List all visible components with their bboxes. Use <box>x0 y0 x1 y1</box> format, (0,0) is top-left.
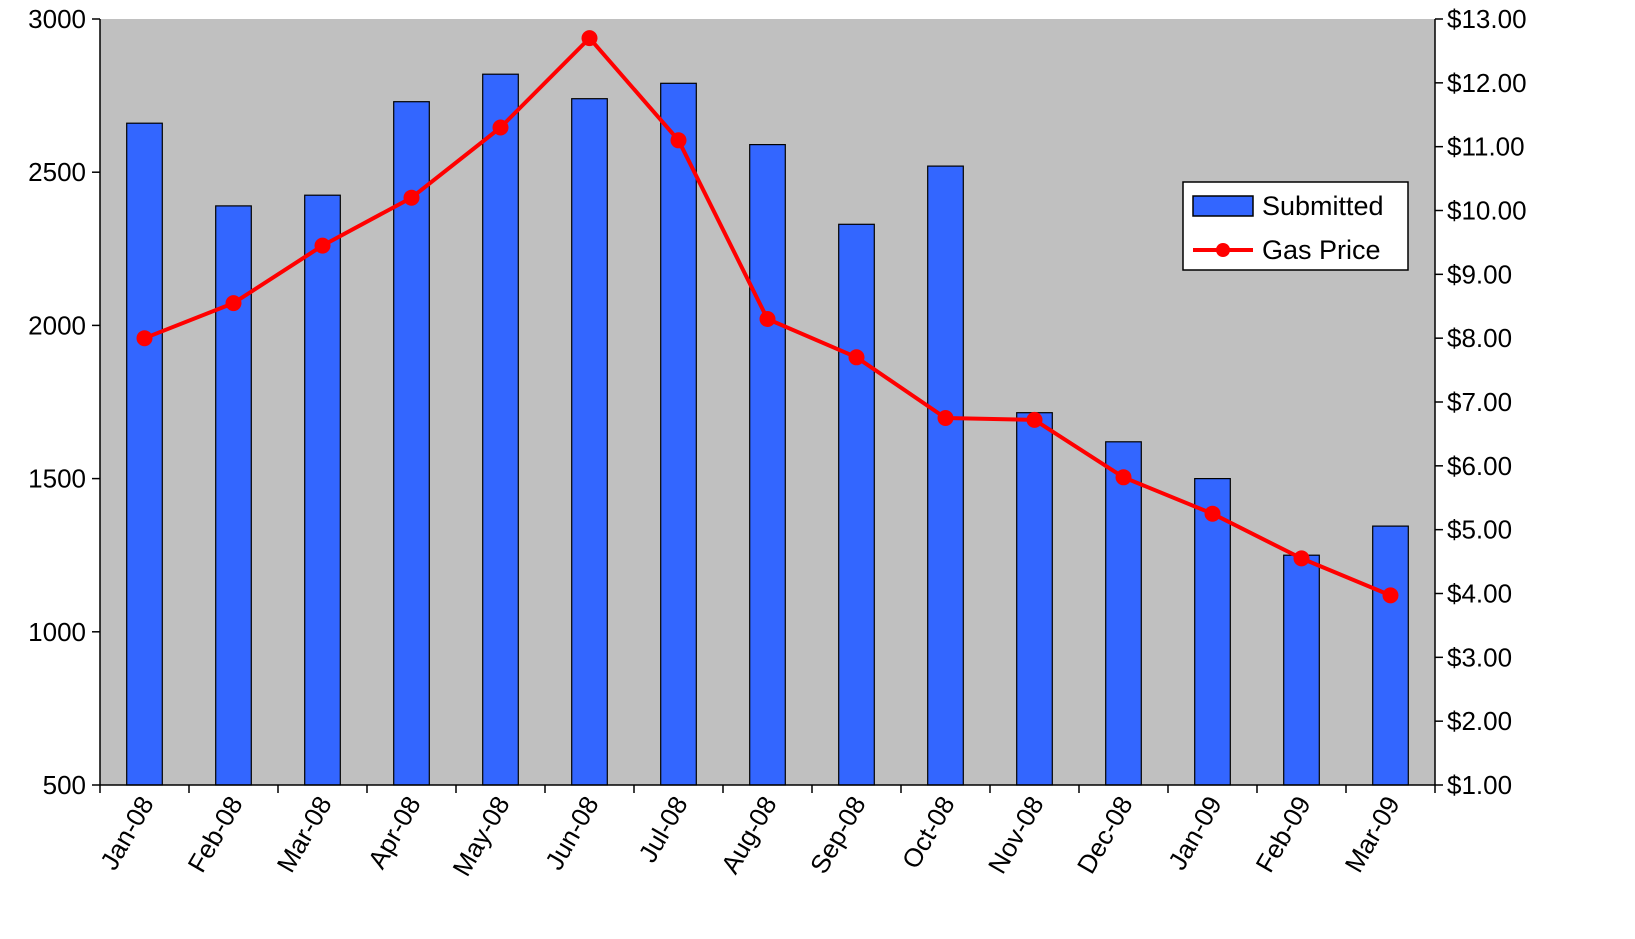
line-series-gas-price <box>136 30 1399 604</box>
x-tick-label-apr-08: Apr-08 <box>362 791 427 874</box>
x-tick-label-nov-08: Nov-08 <box>982 791 1050 879</box>
y2-tick-label-6: $6.00 <box>1447 451 1512 481</box>
point-mar-09 <box>1382 587 1399 604</box>
point-jun-08 <box>581 30 598 47</box>
x-tick-label-dec-08: Dec-08 <box>1071 791 1139 879</box>
x-tick-label-jan-08: Jan-08 <box>94 791 160 875</box>
bar-may-08 <box>482 73 519 786</box>
point-feb-08 <box>225 295 242 312</box>
y2-tick-label-4: $4.00 <box>1447 579 1512 609</box>
x-tick-label-may-08: May-08 <box>446 791 515 881</box>
y2-tick-label-12: $12.00 <box>1447 68 1527 98</box>
legend-label-submitted: Submitted <box>1262 191 1384 221</box>
y-tick-label-3000: 3000 <box>28 4 86 34</box>
y2-tick-label-2: $2.00 <box>1447 706 1512 736</box>
y2-tick-label-9: $9.00 <box>1447 259 1512 289</box>
legend-swatch-submitted <box>1192 195 1254 217</box>
y2-tick-label-8: $8.00 <box>1447 323 1512 353</box>
point-nov-08 <box>1026 411 1043 428</box>
x-tick-label-oct-08: Oct-08 <box>896 791 961 874</box>
legend-marker-gas-price <box>1216 243 1230 257</box>
bar-aug-08 <box>749 144 786 786</box>
bar-nov-08 <box>1016 412 1053 786</box>
point-apr-08 <box>403 189 420 206</box>
y2-tick-label-5: $5.00 <box>1447 515 1512 545</box>
x-tick-label-aug-08: Aug-08 <box>715 791 783 879</box>
y2-tick-label-3: $3.00 <box>1447 642 1512 672</box>
x-tick-label-jun-08: Jun-08 <box>539 791 605 875</box>
bar-feb-09 <box>1283 554 1320 786</box>
bar-mar-08 <box>304 194 341 786</box>
point-may-08 <box>492 119 509 136</box>
point-feb-09 <box>1293 550 1310 567</box>
point-mar-08 <box>314 237 331 254</box>
bar-mar-09 <box>1372 525 1409 786</box>
point-dec-08 <box>1115 469 1132 486</box>
bar-sep-08 <box>838 223 875 786</box>
x-tick-label-feb-09: Feb-09 <box>1250 791 1317 877</box>
bar-jun-08 <box>571 98 608 786</box>
point-jul-08 <box>670 132 687 149</box>
y2-tick-label-1: $1.00 <box>1447 770 1512 800</box>
bar-series-submitted <box>126 73 1409 786</box>
y-tick-label-1000: 1000 <box>28 617 86 647</box>
x-tick-label-sep-08: Sep-08 <box>804 791 872 879</box>
y-tick-label-2500: 2500 <box>28 157 86 187</box>
y2-tick-label-11: $11.00 <box>1447 132 1525 162</box>
y2-tick-label-10: $10.00 <box>1447 196 1527 226</box>
x-tick-label-mar-08: Mar-08 <box>271 791 338 877</box>
y2-tick-label-13: $13.00 <box>1447 4 1527 34</box>
point-aug-08 <box>759 311 776 327</box>
bar-jan-08 <box>126 122 163 786</box>
legend-label-gas-price: Gas Price <box>1262 235 1381 265</box>
point-sep-08 <box>848 349 865 366</box>
point-oct-08 <box>937 410 954 426</box>
bar-jul-08 <box>660 82 697 786</box>
bar-dec-08 <box>1105 441 1142 786</box>
point-jan-09 <box>1204 505 1221 522</box>
x-tick-label-mar-09: Mar-09 <box>1339 791 1406 877</box>
y-tick-label-500: 500 <box>43 770 86 800</box>
x-tick-label-feb-08: Feb-08 <box>182 791 249 877</box>
point-jan-08 <box>136 330 153 347</box>
bar-jan-09 <box>1194 478 1231 786</box>
y2-tick-label-7: $7.00 <box>1447 387 1512 417</box>
bar-oct-08 <box>927 165 964 786</box>
x-tick-label-jul-08: Jul-08 <box>632 791 693 867</box>
legend: Submitted Gas Price <box>1182 181 1409 271</box>
y-tick-label-2000: 2000 <box>28 310 86 340</box>
y-tick-label-1500: 1500 <box>28 464 86 494</box>
x-tick-label-jan-09: Jan-09 <box>1162 791 1228 875</box>
